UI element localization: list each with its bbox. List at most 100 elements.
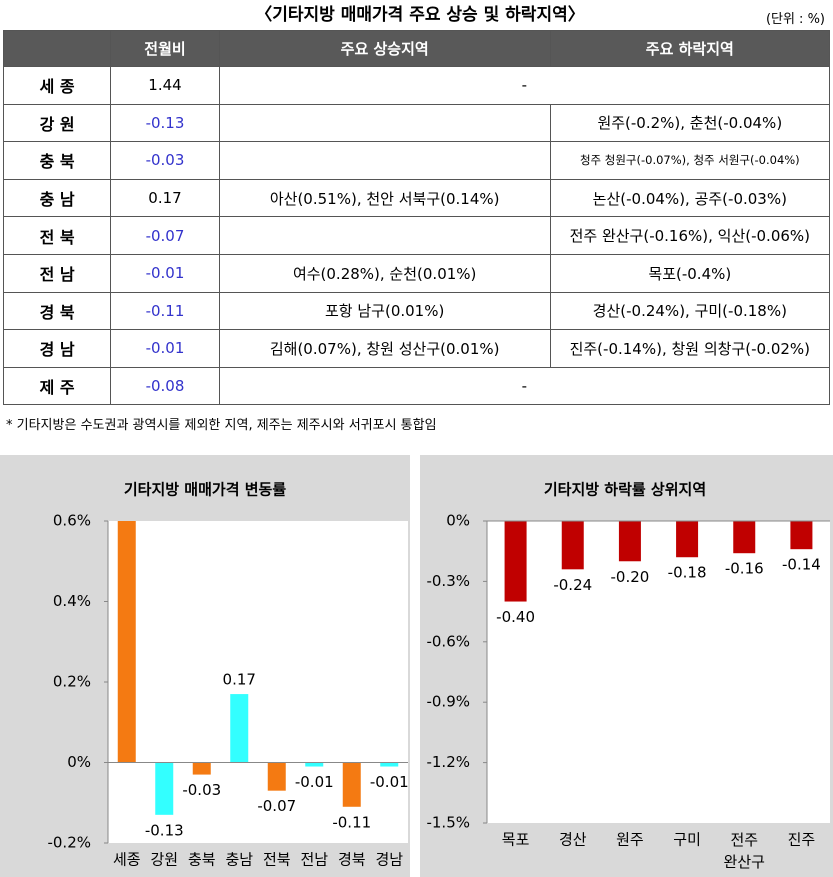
bar [267, 762, 286, 791]
row: 제 주 -0.08- [2, 366, 831, 406]
cell: 경 남 [2, 329, 112, 368]
cell: 진주(-0.14%), 창원 의창구(-0.02%) [549, 329, 831, 368]
x-tick-label: 충남 [225, 851, 253, 869]
data-label: -0.24 [553, 576, 592, 594]
x-tick-label: 충북 [188, 851, 216, 869]
row: 충 북 -0.03 청주 청원구(-0.07%), 청주 서원구(-0.04%) [2, 141, 831, 180]
x-tick-label: 경북 [338, 851, 366, 869]
row: 경 북 -0.11 포항 남구(0.01%) 경산(-0.24%), 구미(-0.18… [2, 291, 831, 331]
header-cell [2, 30, 112, 67]
note: * 기타지방은 수도권과 광역시를 제외한 지역, 제주는 제주시와 서귀포시 … [6, 418, 437, 433]
panel [420, 455, 833, 877]
cell: 아산(0.51%), 천안 서북구(0.14%) [218, 178, 551, 218]
cell: - [218, 66, 831, 105]
plot-area [108, 521, 408, 843]
cell: 김해(0.07%), 창원 성산구(0.01%) [218, 329, 551, 368]
y-tick-label: -0.3% [426, 572, 470, 590]
bar [561, 521, 584, 570]
cell: -0.03 [110, 141, 220, 180]
data-label: -0.16 [725, 560, 764, 578]
data-label: -0.07 [257, 797, 296, 815]
cell: 경산(-0.24%), 구미(-0.18%) [549, 291, 831, 331]
row: 강 원 -0.13 원주(-0.2%), 춘천(-0.04%) [2, 103, 831, 143]
y-tick-label: 0.6% [53, 512, 91, 530]
y-tick-label: 0.4% [53, 592, 91, 610]
row: 경 남 -0.01 김해(0.07%), 창원 성산구(0.01%) 진주(-0.14… [2, 329, 831, 368]
cell: 경 북 [2, 291, 112, 331]
bar [733, 521, 756, 554]
cell: 세 종 [2, 66, 112, 105]
y-tick-label: -1.5% [426, 814, 470, 832]
bar [380, 762, 399, 767]
cell: 전주 완산구(-0.16%), 익산(-0.06%) [549, 216, 831, 255]
y-tick-label: -0.9% [426, 693, 470, 711]
header-cell: 주요 하락지역 [549, 30, 831, 67]
cell: 논산(-0.04%), 공주(-0.03%) [549, 178, 831, 218]
y-tick-label: 0% [67, 753, 91, 771]
x-tick-label: 세종 [113, 851, 141, 869]
plot-area [487, 521, 830, 823]
data-label: -0.14 [782, 556, 821, 574]
bar [192, 762, 211, 775]
cell: 제 주 [2, 366, 112, 406]
cell: 1.44 [110, 66, 220, 105]
header-row: 전월비 주요 상승지역 주요 하락지역 [2, 30, 831, 67]
title: 〈기타지방 매매가격 주요 상승 및 하락지역〉 [255, 5, 585, 25]
panel [0, 455, 410, 877]
y-tick-label: 0.2% [53, 673, 91, 691]
x-tick-label: 구미 [673, 831, 701, 849]
cell: 전 남 [2, 253, 112, 293]
bar [790, 521, 813, 550]
cell: -0.01 [110, 329, 220, 368]
data-label: -0.03 [182, 781, 221, 799]
bar [230, 694, 249, 763]
data-label: -0.11 [332, 813, 371, 831]
cell: 여수(0.28%), 순천(0.01%) [218, 253, 551, 293]
x-tick-label: 전북 [263, 851, 291, 869]
cell: 포항 남구(0.01%) [218, 291, 551, 331]
y-tick-label: 0% [446, 512, 470, 530]
data-label: -0.01 [295, 773, 334, 791]
chart-title: 기타지방 매매가격 변동률 [124, 481, 286, 499]
cell: 충 남 [2, 178, 112, 218]
cell: -0.13 [110, 103, 220, 143]
row: 전 북 -0.07 전주 완산구(-0.16%), 익산(-0.06%) [2, 216, 831, 255]
data-label: -0.40 [496, 608, 535, 626]
cell [218, 141, 551, 180]
data-label: -0.18 [668, 564, 707, 582]
table: 전월비 주요 상승지역 주요 하락지역 세 종 1.44- 강 원 -0.13 원주(-0.2… [2, 30, 831, 406]
row: 전 남 -0.01 여수(0.28%), 순천(0.01%) 목포(-0.4%) [2, 253, 831, 293]
y-tick-label: -1.2% [426, 753, 470, 771]
cell: -0.11 [110, 291, 220, 331]
cell: - [218, 366, 831, 406]
data-label: -0.01 [370, 773, 409, 791]
cell: 0.17 [110, 178, 220, 218]
x-tick-label: 경남 [375, 851, 403, 869]
row: 충 남 0.17 아산(0.51%), 천안 서북구(0.14%) 논산(-0.04%… [2, 178, 831, 218]
header-cell: 주요 상승지역 [218, 30, 551, 67]
x-tick-label: 경산 [559, 831, 587, 849]
bar [342, 762, 361, 807]
y-tick-label: -0.6% [426, 632, 470, 650]
chart-title: 기타지방 하락률 상위지역 [544, 481, 706, 499]
cell: 청주 청원구(-0.07%), 청주 서원구(-0.04%) [549, 141, 831, 180]
unit: (단위 : %) [765, 12, 825, 27]
header-cell: 전월비 [110, 30, 220, 67]
x-tick-label: 강원 [150, 851, 178, 869]
cell: 목포(-0.4%) [549, 253, 831, 293]
y-tick-label: -0.2% [47, 834, 91, 852]
bar [618, 521, 641, 562]
row: 세 종 1.44- [2, 66, 831, 105]
cell: 전 북 [2, 216, 112, 255]
data-label: -0.13 [145, 821, 184, 839]
data-label: -0.20 [611, 568, 650, 586]
bar [676, 521, 699, 558]
cell: 충 북 [2, 141, 112, 180]
x-tick-label: 진주 [788, 831, 816, 849]
bar [155, 762, 174, 815]
cell [218, 103, 551, 143]
cell: -0.07 [110, 216, 220, 255]
cell [218, 216, 551, 255]
x-tick-label: 원주 [616, 831, 644, 849]
